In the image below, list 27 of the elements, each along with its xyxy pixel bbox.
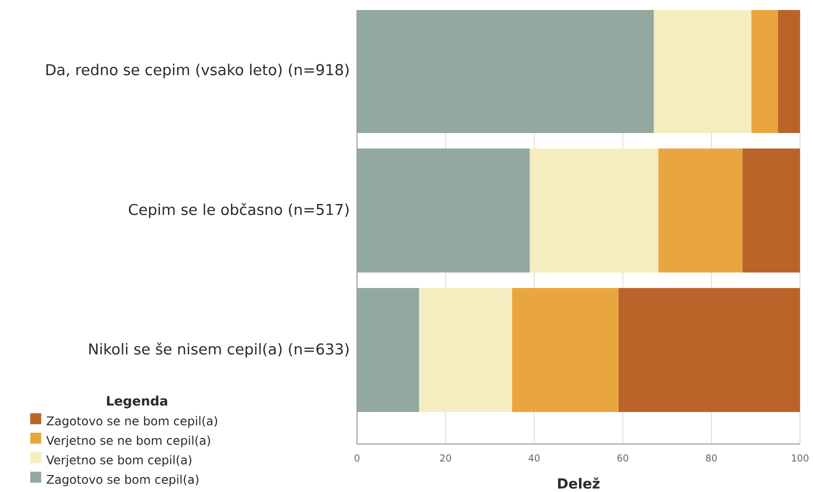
bar bbox=[658, 148, 742, 273]
bar bbox=[618, 288, 800, 412]
x-tick-label: 80 bbox=[706, 454, 717, 462]
bar bbox=[419, 288, 512, 412]
y-tick-label: Cepim se le občasno (n=517) bbox=[128, 202, 349, 218]
bar bbox=[654, 10, 752, 134]
x-tick-label: 60 bbox=[617, 454, 628, 462]
bar bbox=[357, 148, 530, 273]
x-axis-title: Delež bbox=[558, 477, 600, 489]
x-tick-label: 40 bbox=[528, 454, 540, 462]
bar bbox=[357, 10, 654, 134]
y-tick-label: Nikoli se še nisem cepil(a) (n=633) bbox=[89, 342, 349, 358]
bar bbox=[512, 288, 618, 412]
bar bbox=[357, 288, 420, 412]
legend-label: Verjetno se bom cepil(a) bbox=[46, 455, 192, 467]
y-tick-label: Da, redno se cepim (vsako leto) (n=918) bbox=[46, 64, 349, 78]
x-tick-label: 100 bbox=[792, 454, 808, 462]
bar bbox=[742, 148, 800, 273]
bar bbox=[530, 148, 658, 273]
legend-label: Zagotovo se ne bom cepil(a) bbox=[46, 416, 218, 428]
legend-label: Zagotovo se bom cepil(a) bbox=[46, 474, 198, 486]
legend-label: Verjetno se ne bom cepil(a) bbox=[46, 436, 210, 448]
x-tick-label: 0 bbox=[354, 454, 360, 462]
bar bbox=[751, 10, 778, 134]
x-tick-label: 20 bbox=[440, 454, 451, 462]
legend-title: Legenda bbox=[107, 396, 168, 408]
bar bbox=[778, 10, 800, 134]
